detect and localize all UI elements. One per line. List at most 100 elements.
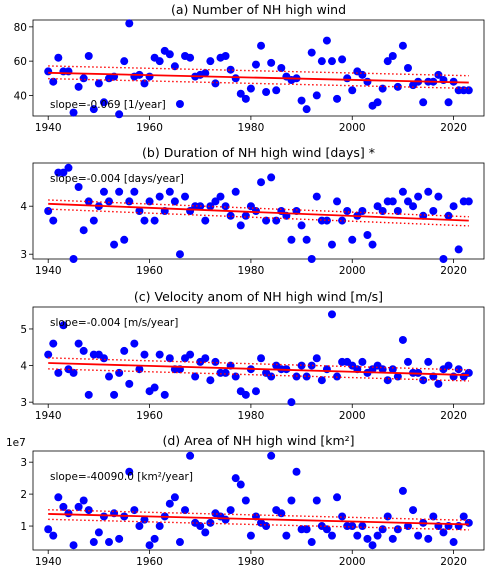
data-point: [343, 74, 352, 83]
data-point: [54, 53, 63, 62]
x-tick-label: 2000: [339, 556, 366, 568]
data-point: [398, 486, 407, 495]
data-point: [429, 512, 438, 521]
data-point: [211, 79, 220, 88]
data-point: [231, 74, 240, 83]
data-point: [221, 368, 230, 377]
data-point: [403, 522, 412, 531]
data-point: [409, 202, 418, 211]
x-tick-label: 1940: [35, 556, 62, 568]
data-point: [327, 57, 336, 66]
data-point: [125, 19, 134, 28]
data-point: [272, 86, 281, 95]
x-tick-label: 2000: [339, 122, 366, 134]
data-point: [54, 368, 63, 377]
data-point: [419, 376, 428, 385]
data-point: [49, 531, 58, 540]
data-point: [262, 216, 271, 225]
data-point: [175, 250, 184, 259]
data-point: [120, 346, 129, 355]
data-point: [181, 192, 190, 201]
data-point: [424, 357, 433, 366]
data-point: [201, 69, 210, 78]
data-point: [388, 534, 397, 543]
x-tick-label: 2020: [440, 410, 467, 422]
data-point: [257, 354, 266, 363]
data-point: [333, 197, 342, 206]
data-point: [201, 528, 210, 537]
data-point: [130, 506, 139, 515]
data-point: [322, 216, 331, 225]
panel-title: (c) Velocity anom of NH high wind [m/s]: [134, 289, 383, 304]
data-point: [49, 216, 58, 225]
data-point: [327, 531, 336, 540]
data-point: [358, 70, 367, 79]
data-point: [89, 105, 98, 114]
x-tick-label: 1980: [238, 265, 265, 277]
data-point: [246, 84, 255, 93]
data-point: [403, 357, 412, 366]
data-point: [74, 82, 83, 91]
data-point: [262, 522, 271, 531]
data-point: [302, 235, 311, 244]
data-point: [69, 541, 78, 550]
data-point: [99, 512, 108, 521]
data-point: [277, 509, 286, 518]
data-point: [140, 350, 149, 359]
x-tick-label: 1980: [238, 556, 265, 568]
data-point: [424, 534, 433, 543]
data-point: [393, 82, 402, 91]
data-point: [206, 518, 215, 527]
data-point: [155, 57, 164, 66]
data-point: [257, 41, 266, 50]
data-point: [419, 98, 428, 107]
data-point: [84, 390, 93, 399]
x-tick-label: 1960: [136, 122, 163, 134]
data-point: [99, 187, 108, 196]
y-tick-label: 40: [14, 90, 27, 102]
axes-frame: [32, 162, 485, 260]
data-point: [373, 98, 382, 107]
x-tick-label: 1980: [238, 122, 265, 134]
data-point: [383, 57, 392, 66]
data-point: [181, 506, 190, 515]
data-point: [150, 216, 159, 225]
data-point: [383, 512, 392, 521]
data-point: [79, 226, 88, 235]
data-point: [115, 368, 124, 377]
data-point: [175, 538, 184, 547]
data-point: [398, 335, 407, 344]
x-tick-label: 2020: [440, 122, 467, 134]
data-point: [226, 211, 235, 220]
data-point: [44, 525, 53, 534]
data-point: [155, 350, 164, 359]
data-point: [378, 207, 387, 215]
data-point: [140, 515, 149, 524]
data-point: [383, 376, 392, 385]
data-point: [201, 354, 210, 363]
data-point: [403, 197, 412, 206]
data-point: [155, 522, 164, 531]
slope-annotation: slope=-0.004 [m/s/year]: [50, 317, 178, 329]
data-point: [89, 216, 98, 225]
data-point: [150, 534, 159, 543]
data-point: [59, 168, 68, 177]
data-point: [358, 207, 367, 215]
data-point: [302, 525, 311, 534]
y-tick-label: 3: [20, 397, 27, 409]
data-point: [186, 53, 195, 62]
data-point: [449, 538, 458, 547]
data-point: [327, 310, 336, 319]
data-point: [216, 192, 225, 201]
data-point: [125, 379, 134, 388]
data-point: [44, 207, 53, 215]
data-point: [358, 357, 367, 366]
data-point: [393, 525, 402, 534]
data-point: [211, 357, 220, 366]
data-point: [115, 534, 124, 543]
data-point: [272, 216, 281, 225]
data-point: [353, 531, 362, 540]
data-point: [322, 525, 331, 534]
data-point: [307, 538, 316, 547]
data-point: [363, 77, 372, 86]
